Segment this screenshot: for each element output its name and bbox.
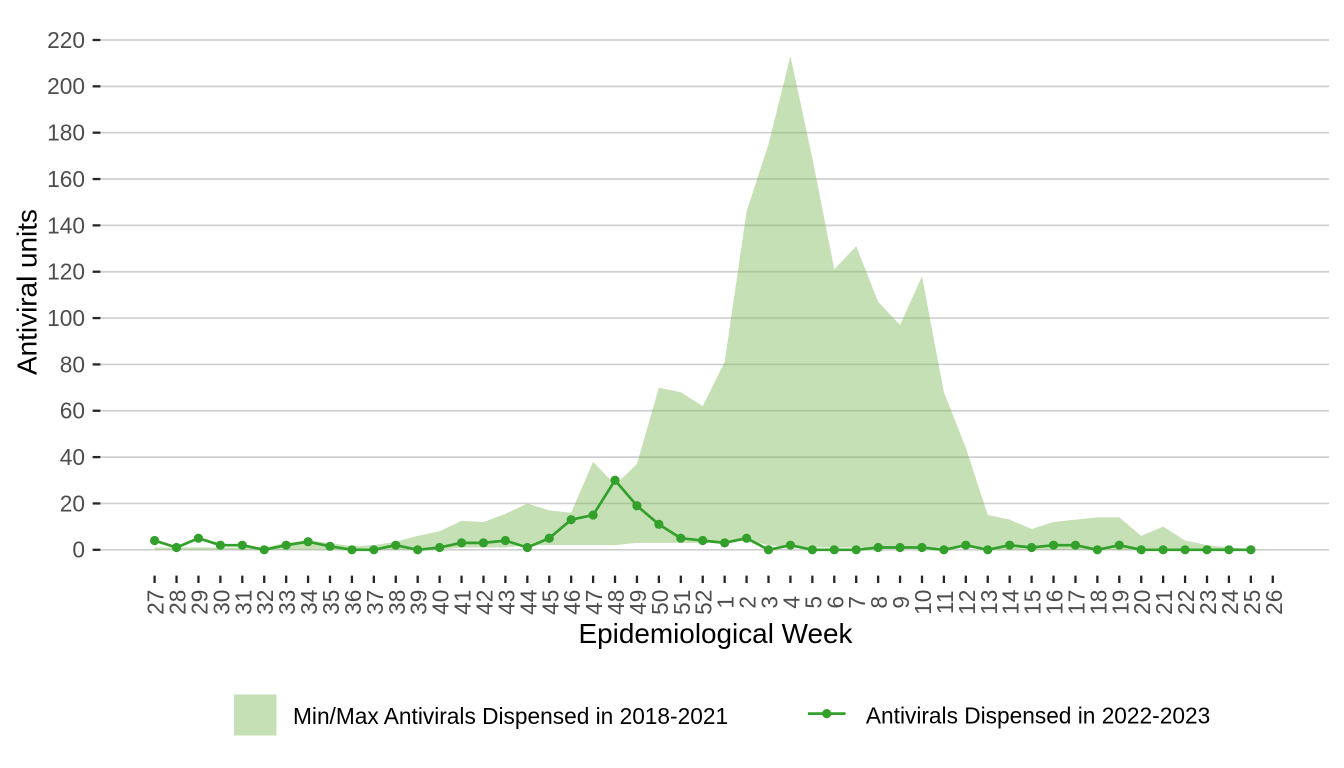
svg-text:11: 11 — [932, 591, 958, 615]
svg-text:13: 13 — [976, 590, 1002, 615]
svg-text:100: 100 — [47, 305, 85, 331]
svg-text:27: 27 — [143, 590, 169, 615]
svg-text:48: 48 — [603, 590, 629, 615]
svg-text:16: 16 — [1042, 590, 1068, 615]
svg-text:46: 46 — [559, 590, 585, 615]
svg-text:5: 5 — [800, 596, 826, 609]
svg-text:2: 2 — [735, 596, 761, 609]
svg-text:32: 32 — [252, 590, 278, 615]
svg-text:47: 47 — [581, 590, 607, 615]
svg-text:180: 180 — [47, 120, 85, 146]
svg-text:4: 4 — [778, 596, 804, 609]
svg-text:60: 60 — [60, 398, 85, 424]
svg-text:20: 20 — [1129, 590, 1155, 615]
svg-text:41: 41 — [450, 590, 476, 615]
svg-text:25: 25 — [1239, 590, 1265, 615]
svg-text:220: 220 — [47, 27, 85, 53]
svg-text:21: 21 — [1151, 590, 1177, 615]
svg-text:51: 51 — [669, 590, 695, 615]
svg-text:9: 9 — [888, 596, 914, 609]
svg-text:140: 140 — [47, 212, 85, 238]
svg-text:43: 43 — [493, 590, 519, 615]
svg-text:10: 10 — [910, 590, 936, 615]
svg-text:1: 1 — [713, 596, 739, 609]
svg-text:0: 0 — [72, 537, 85, 563]
svg-text:40: 40 — [60, 444, 85, 470]
svg-text:31: 31 — [230, 590, 256, 615]
svg-text:38: 38 — [384, 590, 410, 615]
svg-text:20: 20 — [60, 490, 85, 516]
svg-text:24: 24 — [1217, 590, 1243, 615]
svg-text:49: 49 — [625, 590, 651, 615]
svg-text:Antivirals Dispensed in 2022-2: Antivirals Dispensed in 2022-2023 — [866, 703, 1210, 729]
svg-text:36: 36 — [340, 590, 366, 615]
svg-text:34: 34 — [296, 590, 322, 615]
svg-text:22: 22 — [1173, 590, 1199, 615]
svg-text:6: 6 — [822, 596, 848, 609]
svg-text:15: 15 — [1020, 590, 1046, 615]
svg-text:29: 29 — [186, 590, 212, 615]
svg-text:14: 14 — [998, 590, 1024, 615]
svg-text:Antiviral units: Antiviral units — [11, 209, 42, 375]
svg-text:45: 45 — [537, 590, 563, 615]
svg-text:26: 26 — [1261, 590, 1287, 615]
svg-text:40: 40 — [428, 590, 454, 615]
svg-text:39: 39 — [406, 590, 432, 615]
svg-text:80: 80 — [60, 351, 85, 377]
svg-text:42: 42 — [471, 590, 497, 615]
svg-text:200: 200 — [47, 73, 85, 99]
svg-text:44: 44 — [515, 590, 541, 615]
svg-text:18: 18 — [1085, 590, 1111, 615]
svg-text:35: 35 — [318, 590, 344, 615]
svg-text:120: 120 — [47, 259, 85, 285]
svg-text:33: 33 — [274, 590, 300, 615]
svg-text:50: 50 — [647, 590, 673, 615]
svg-text:3: 3 — [757, 596, 783, 609]
svg-text:12: 12 — [954, 590, 980, 615]
svg-text:37: 37 — [362, 590, 388, 615]
svg-text:160: 160 — [47, 166, 85, 192]
svg-text:23: 23 — [1195, 590, 1221, 615]
svg-text:30: 30 — [208, 590, 234, 615]
svg-text:52: 52 — [691, 590, 717, 615]
svg-text:17: 17 — [1063, 590, 1089, 615]
svg-text:Epidemiological Week: Epidemiological Week — [579, 618, 853, 649]
svg-text:Min/Max Antivirals Dispensed i: Min/Max Antivirals Dispensed in 2018-202… — [293, 703, 728, 729]
svg-text:28: 28 — [165, 590, 191, 615]
svg-text:8: 8 — [866, 596, 892, 609]
svg-text:19: 19 — [1107, 590, 1133, 615]
svg-text:7: 7 — [844, 596, 870, 609]
